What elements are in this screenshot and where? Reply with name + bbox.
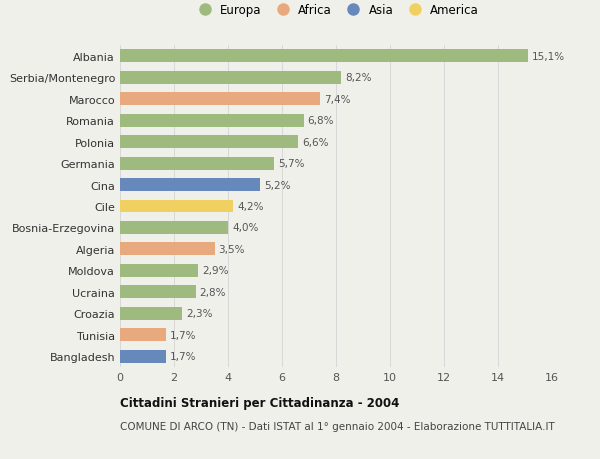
Text: 4,2%: 4,2% — [238, 202, 264, 212]
Bar — [120, 136, 298, 149]
Bar — [120, 222, 228, 235]
Bar — [120, 157, 274, 170]
Text: 8,2%: 8,2% — [346, 73, 372, 83]
Bar — [120, 286, 196, 299]
Text: 4,0%: 4,0% — [232, 223, 259, 233]
Bar — [120, 50, 528, 63]
Text: 2,3%: 2,3% — [186, 308, 212, 319]
Bar — [120, 114, 304, 127]
Bar — [120, 243, 215, 256]
Text: 6,8%: 6,8% — [308, 116, 334, 126]
Bar — [120, 329, 166, 341]
Text: 3,5%: 3,5% — [218, 244, 245, 254]
Bar — [120, 200, 233, 213]
Text: 15,1%: 15,1% — [532, 51, 565, 62]
Bar — [120, 307, 182, 320]
Text: Cittadini Stranieri per Cittadinanza - 2004: Cittadini Stranieri per Cittadinanza - 2… — [120, 396, 400, 409]
Bar — [120, 179, 260, 191]
Text: 5,7%: 5,7% — [278, 159, 304, 169]
Bar — [120, 264, 198, 277]
Text: COMUNE DI ARCO (TN) - Dati ISTAT al 1° gennaio 2004 - Elaborazione TUTTITALIA.IT: COMUNE DI ARCO (TN) - Dati ISTAT al 1° g… — [120, 421, 555, 431]
Text: 1,7%: 1,7% — [170, 330, 196, 340]
Text: 1,7%: 1,7% — [170, 352, 196, 362]
Legend: Europa, Africa, Asia, America: Europa, Africa, Asia, America — [190, 0, 482, 20]
Text: 6,6%: 6,6% — [302, 137, 329, 147]
Text: 2,9%: 2,9% — [202, 266, 229, 276]
Bar — [120, 72, 341, 84]
Bar — [120, 93, 320, 106]
Bar — [120, 350, 166, 363]
Text: 2,8%: 2,8% — [200, 287, 226, 297]
Text: 7,4%: 7,4% — [324, 95, 350, 105]
Text: 5,2%: 5,2% — [265, 180, 291, 190]
